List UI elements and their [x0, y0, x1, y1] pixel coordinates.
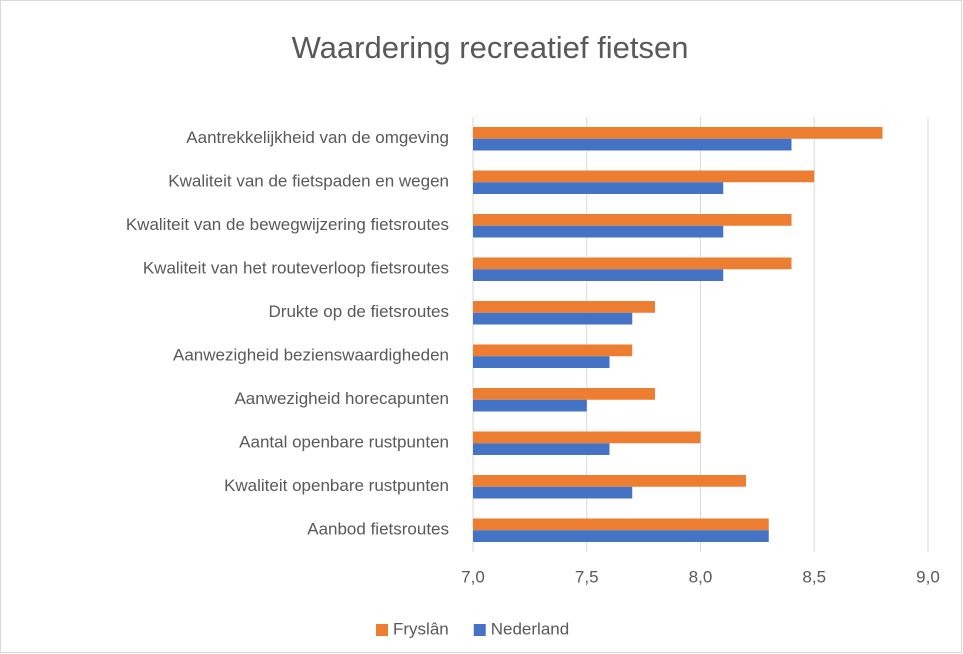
bar	[473, 214, 792, 226]
bar	[473, 388, 655, 400]
bar	[473, 170, 815, 183]
bar	[473, 344, 633, 357]
bar	[473, 225, 724, 238]
y-tick-label: Kwaliteit van de bewegwijzering fietsrou…	[126, 215, 449, 234]
bar	[473, 443, 610, 455]
bar	[473, 475, 746, 487]
bar	[473, 312, 633, 325]
bar	[473, 138, 792, 151]
y-tick-label: Kwaliteit van de fietspaden en wegen	[168, 172, 449, 191]
legend-label: Nederland	[491, 619, 569, 638]
y-tick-label: Aanbod fietsroutes	[307, 520, 449, 539]
bar	[473, 530, 769, 542]
legend-swatch	[473, 624, 486, 636]
x-tick-label: 7,0	[461, 567, 485, 586]
bar	[473, 356, 610, 368]
x-tick-label: 8,5	[802, 567, 826, 586]
bar	[473, 182, 724, 194]
bar	[473, 518, 769, 531]
bar	[473, 431, 701, 444]
bar	[473, 301, 655, 313]
x-tick-label: 9,0	[916, 567, 940, 586]
x-tick-label: 7,5	[575, 567, 599, 586]
bar	[473, 399, 587, 412]
y-tick-label: Kwaliteit openbare rustpunten	[224, 476, 449, 495]
y-tick-label: Kwaliteit van het routeverloop fietsrout…	[143, 259, 449, 278]
y-tick-label: Drukte op de fietsroutes	[269, 302, 449, 321]
legend-swatch	[376, 624, 388, 636]
chart-title: Waardering recreatief fietsen	[292, 30, 689, 65]
y-tick-label: Aanwezigheid horecapunten	[234, 389, 449, 408]
bar	[473, 127, 883, 139]
bar	[473, 257, 792, 270]
y-tick-label: Aanwezigheid bezienswaardigheden	[173, 346, 449, 365]
legend-label: Fryslân	[393, 619, 449, 638]
bar	[473, 486, 633, 499]
bar	[473, 269, 724, 281]
y-tick-label: Aantal openbare rustpunten	[239, 433, 449, 452]
x-tick-label: 8,0	[689, 567, 713, 586]
y-tick-label: Aantrekkelijkheid van de omgeving	[186, 128, 449, 147]
